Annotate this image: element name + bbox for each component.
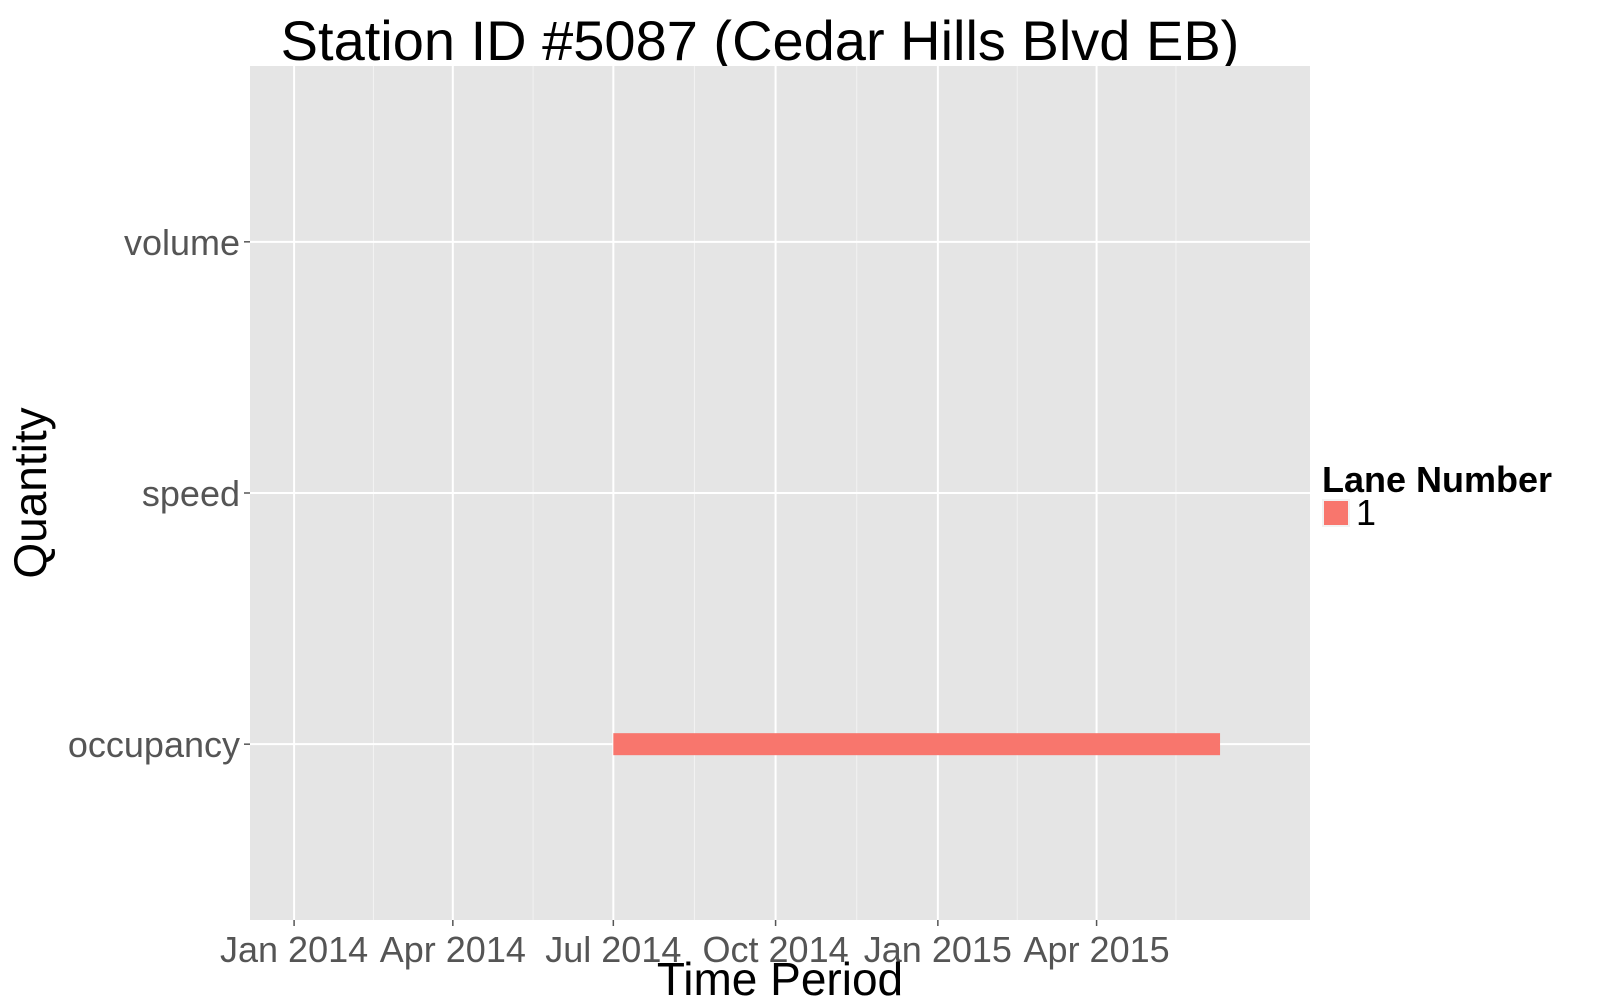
data-segments (613, 733, 1221, 756)
legend: Lane Number 1 (1322, 459, 1552, 533)
legend-title: Lane Number (1322, 459, 1552, 500)
x-tick-label: Jul 2014 (545, 929, 681, 970)
y-axis-title: Quantity (4, 407, 56, 578)
x-axis-title: Time Period (657, 953, 903, 1000)
segment-occupancy (613, 733, 1221, 756)
legend-entries: 1 (1322, 492, 1376, 533)
x-tick-label: Oct 2014 (703, 929, 849, 970)
chart-title: Station ID #5087 (Cedar Hills Blvd EB) (281, 9, 1240, 72)
x-tick-label: Apr 2015 (1024, 929, 1170, 970)
legend-label: 1 (1356, 492, 1376, 533)
x-tick-label: Jan 2014 (220, 929, 368, 970)
x-tick-label: Jan 2015 (864, 929, 1012, 970)
y-tick-label: speed (142, 473, 240, 514)
y-tick-label: occupancy (68, 724, 240, 765)
legend-key (1322, 499, 1350, 527)
x-axis-ticks: Jan 2014 Apr 2014 Jul 2014 Oct 2014 Jan 2015… (220, 920, 1170, 970)
y-tick-label: volume (124, 222, 240, 263)
x-tick-label: Apr 2014 (380, 929, 526, 970)
y-axis-ticks: volume speed occupancy (68, 222, 250, 765)
